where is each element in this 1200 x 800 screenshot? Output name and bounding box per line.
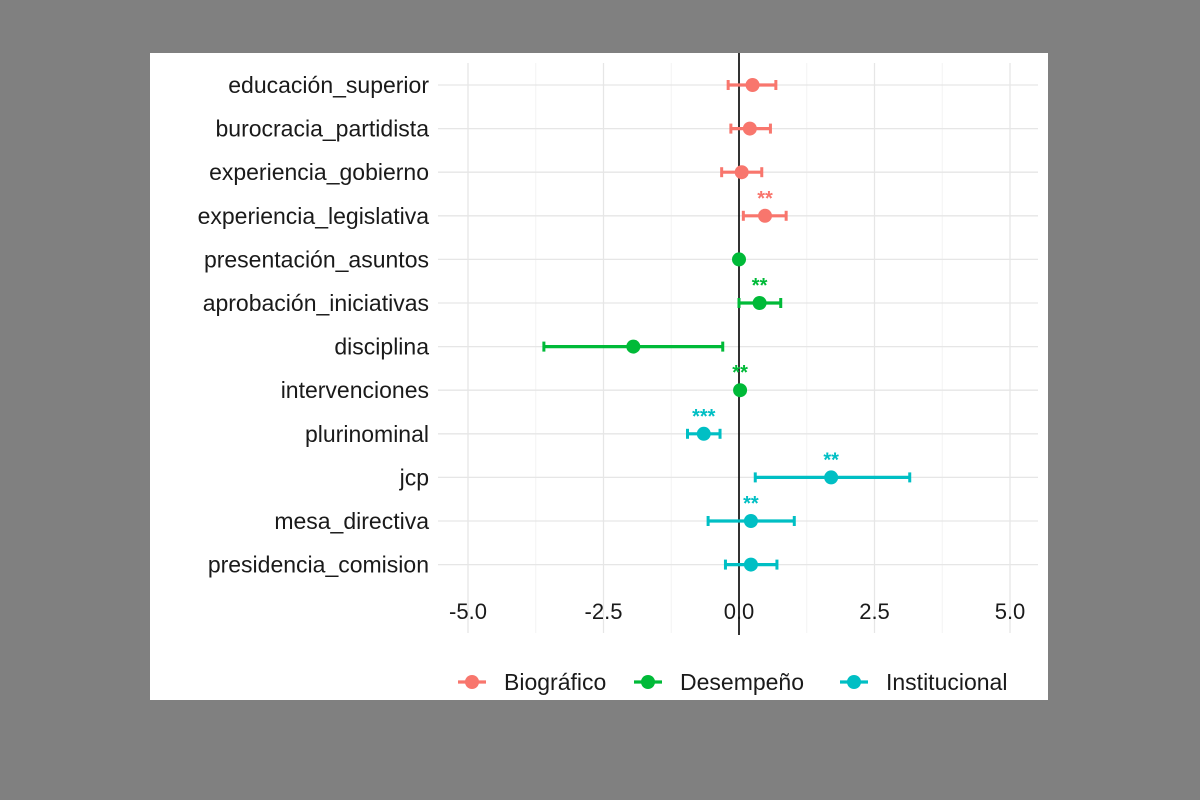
- point: [758, 208, 773, 223]
- significance-label: **: [757, 188, 773, 210]
- chart-panel: ** ** ** *** ** ** educación_superior burocrac…: [150, 53, 1048, 700]
- legend-key-point: [847, 675, 861, 689]
- point: [626, 339, 641, 354]
- legend-label: Desempeño: [680, 669, 804, 695]
- grid: [438, 63, 1038, 633]
- legend-label: Biográfico: [504, 669, 606, 695]
- legend-key-point: [465, 675, 479, 689]
- point: [824, 470, 839, 485]
- significance-stars: *************: [692, 188, 839, 515]
- y-axis-labels: educación_superior burocracia_partidistae…: [198, 72, 430, 578]
- point: [734, 165, 749, 180]
- point: [752, 296, 767, 310]
- significance-label: **: [823, 449, 839, 471]
- y-tick-label: experiencia_legislativa: [198, 203, 430, 229]
- y-tick-label: jcp: [399, 464, 429, 490]
- point: [743, 557, 758, 572]
- x-tick-label: 5.0: [995, 599, 1026, 624]
- point: [745, 78, 760, 92]
- y-tick-label: plurinominal: [305, 421, 429, 447]
- y-tick-label: burocracia_partidista: [215, 116, 429, 142]
- significance-label: **: [743, 493, 759, 515]
- coefficient-plot: ************* educación_superiorburocrac…: [198, 53, 1038, 695]
- point: [742, 121, 757, 136]
- point: [696, 426, 711, 441]
- y-tick-label: presentación_asuntos: [204, 246, 429, 272]
- legend-label: Institucional: [886, 669, 1007, 695]
- y-tick-label: presidencia_comision: [208, 552, 429, 578]
- x-tick-label: 0.0: [724, 599, 755, 624]
- y-tick-label: mesa_directiva: [274, 508, 429, 534]
- point: [733, 383, 748, 398]
- y-tick-label: aprobación_iniciativas: [203, 290, 429, 316]
- legend: Biográfico Desempeño Institucional: [458, 669, 1007, 695]
- significance-label: ***: [692, 406, 716, 428]
- x-tick-label: 2.5: [859, 599, 890, 624]
- y-tick-label: intervenciones: [281, 377, 429, 403]
- significance-label: **: [752, 275, 768, 297]
- error-bars: [542, 80, 912, 570]
- y-tick-label: disciplina: [334, 334, 429, 360]
- point: [732, 252, 746, 267]
- x-tick-label: -5.0: [449, 599, 487, 624]
- y-tick-label: experiencia_gobierno: [209, 159, 429, 185]
- point: [743, 514, 758, 528]
- legend-key-point: [641, 675, 655, 689]
- significance-label: **: [732, 362, 748, 384]
- y-tick-label: educación_superior: [228, 72, 429, 98]
- x-tick-label: -2.5: [585, 599, 623, 624]
- x-axis-tick-labels: -5.0 -2.5 0.0 2.5 5.0: [449, 599, 1025, 624]
- points: [626, 78, 839, 572]
